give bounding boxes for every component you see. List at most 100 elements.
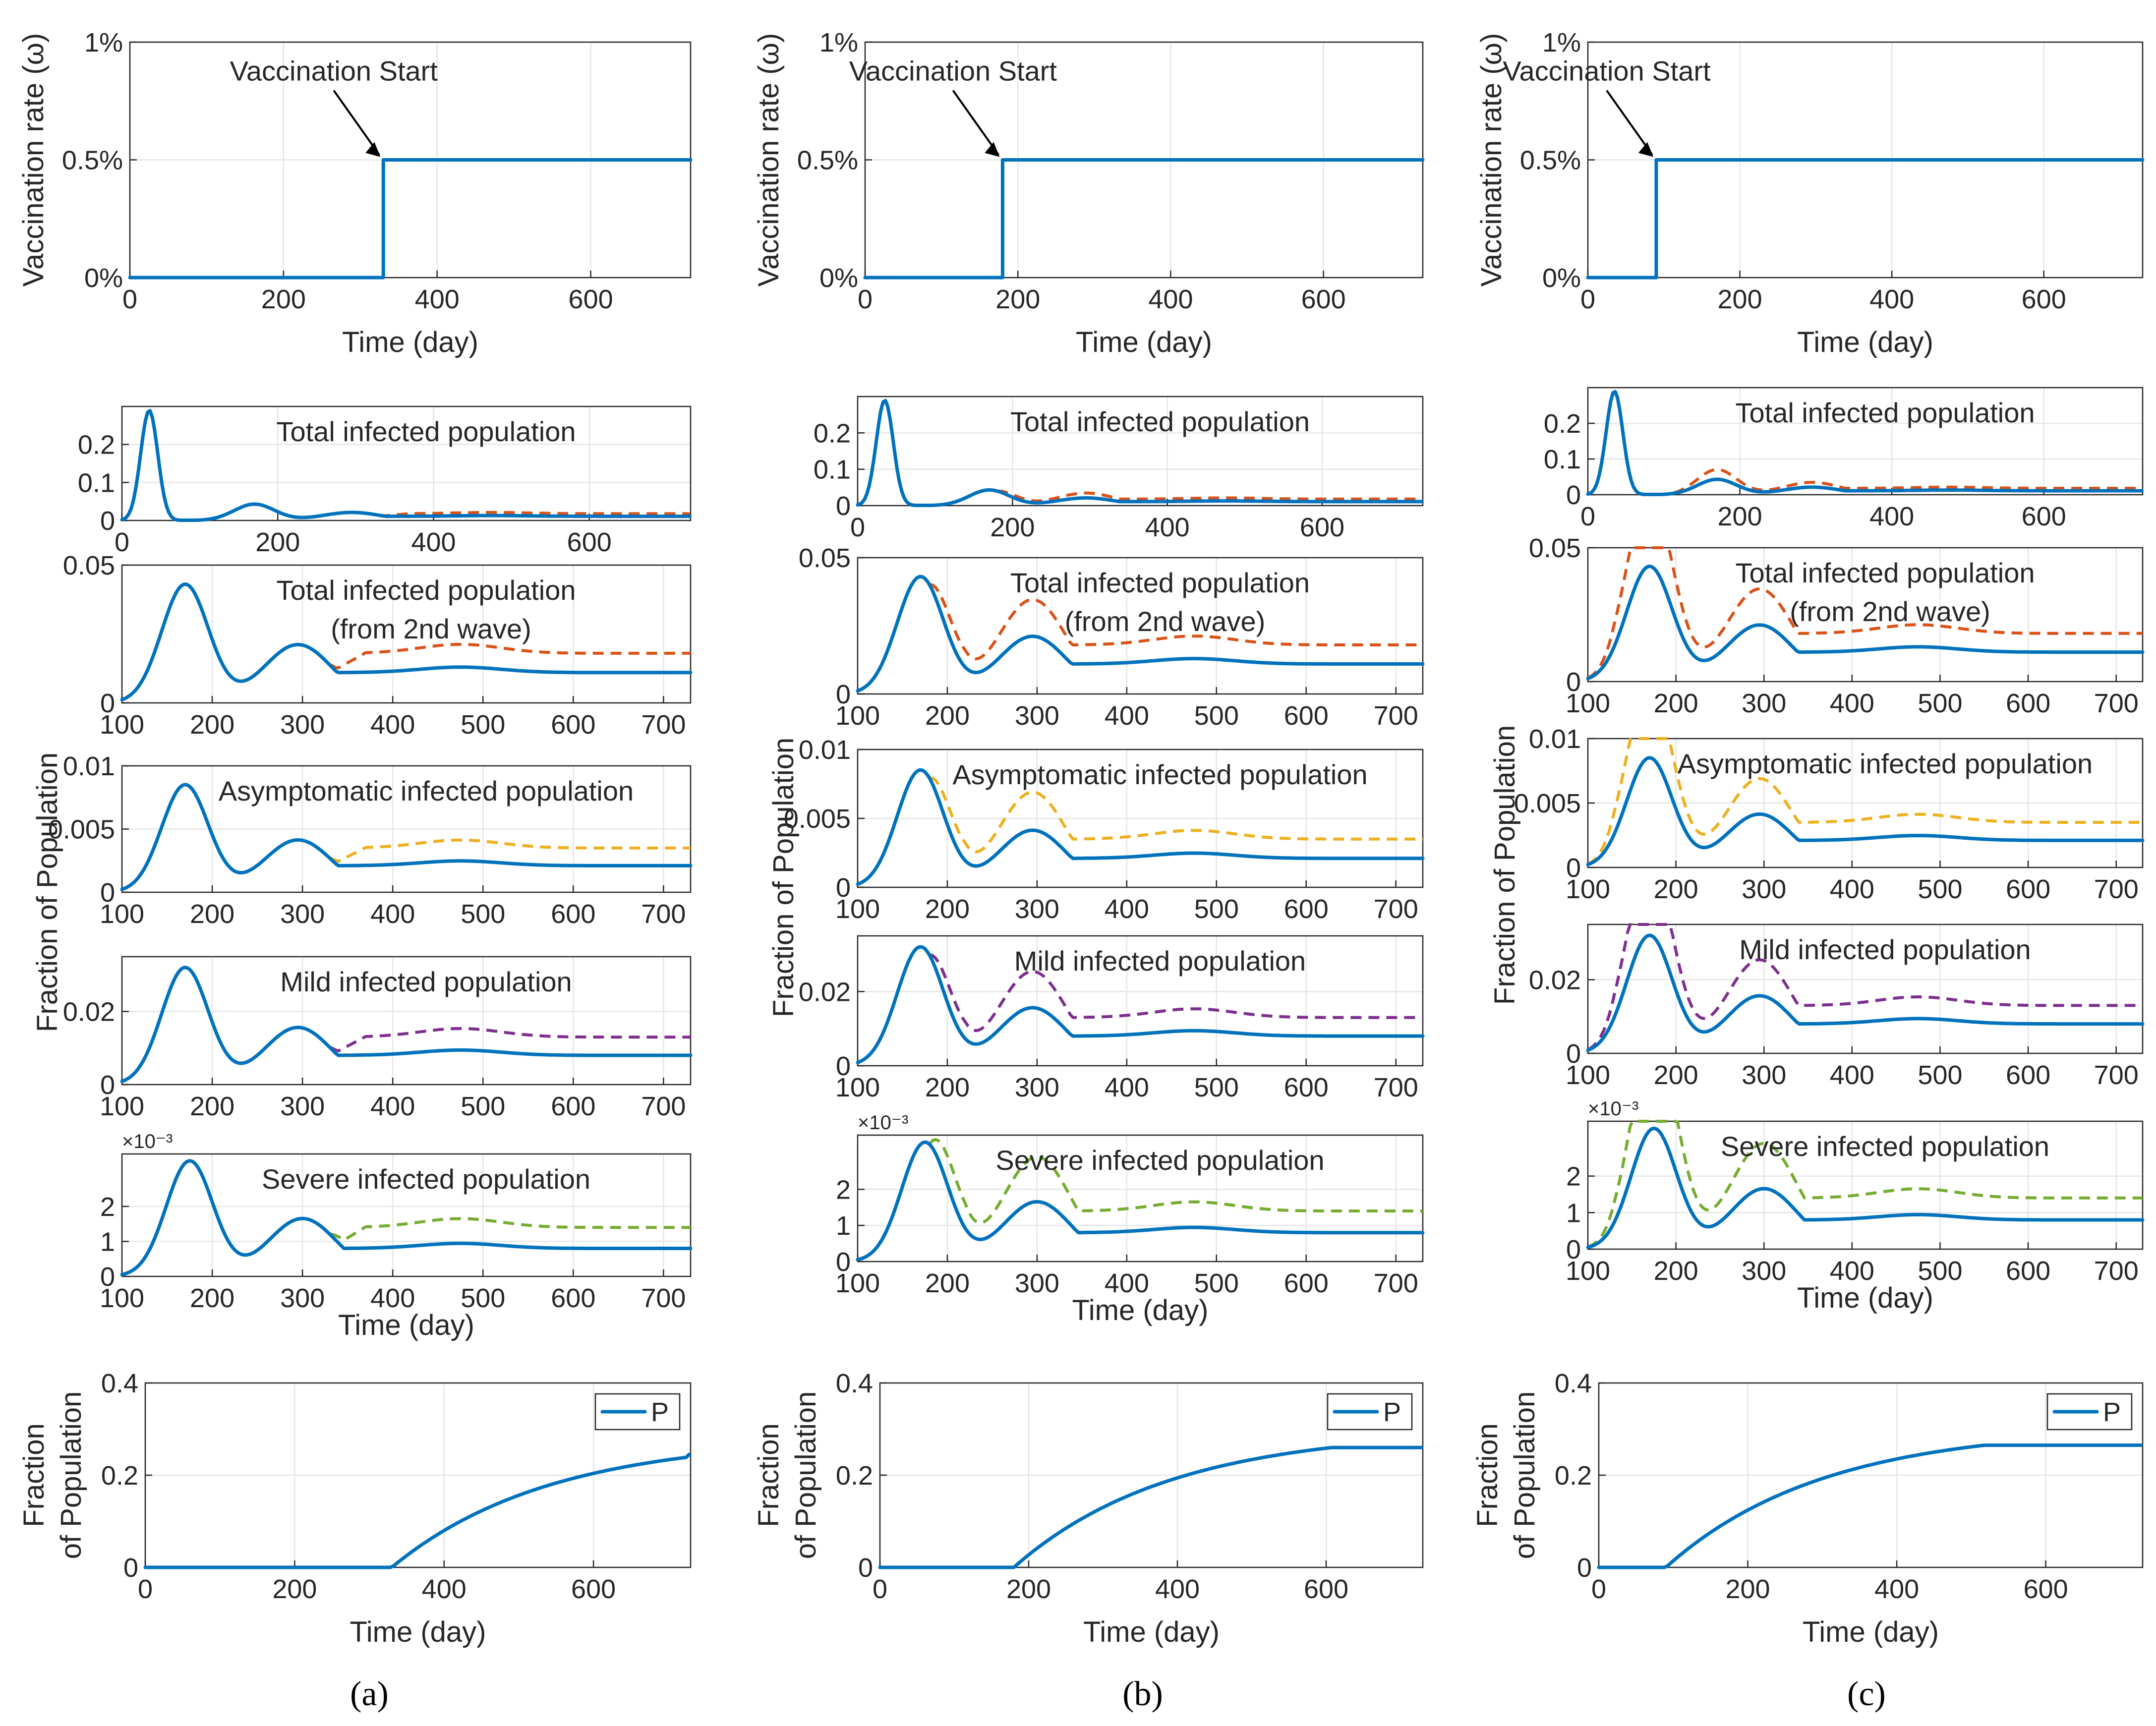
vaccination-rate-line	[863, 158, 1425, 280]
p-series-line	[143, 1452, 691, 1569]
y-tick-label: 0.02	[1529, 965, 1581, 995]
baseline-line	[120, 1159, 693, 1276]
x-tick-label: 700	[1374, 894, 1418, 924]
vaccination-scenario-line	[330, 1027, 691, 1052]
y-tick-label: 0.05	[63, 551, 115, 580]
panel-title: Severe infected population	[262, 1163, 590, 1195]
x-tick-label: 500	[461, 1283, 505, 1313]
total_infected_full-2-panel: 0 200 400 600 0 0.1 0.2 Total infected populati…	[1544, 387, 2144, 531]
y-tick-label: 1%	[819, 28, 858, 58]
legend-label: P	[651, 1397, 669, 1427]
axes-box	[857, 935, 1424, 1067]
x-tick-label: 700	[641, 1092, 686, 1121]
annotation-arrowhead	[365, 142, 381, 157]
x-tick-label: 400	[1105, 894, 1149, 924]
y-tick-label: 0.2	[836, 1461, 873, 1491]
vaccination-scenario-line	[1587, 923, 2143, 1051]
x-tick-label: 600	[1301, 285, 1346, 314]
panel-title: Asymptomatic infected population	[219, 775, 634, 806]
y-tick-label: 0	[858, 1553, 873, 1583]
severe-0-panel: 100 200 300 400 500 600 700 0 1 2 Severe infected …	[100, 1131, 693, 1341]
vaccination-scenario-line	[1587, 737, 2143, 865]
y-tick-label: 0.005	[784, 804, 851, 834]
asymptomatic-2-panel: 100 200 300 400 500 600 700 0 0.005 0.01 Asymptoma…	[1514, 724, 2145, 904]
panel-title: (from 2nd wave)	[1790, 596, 1990, 627]
y-tick-label: 0	[1566, 1235, 1581, 1265]
baseline-line	[120, 966, 693, 1084]
x-tick-label: 200	[1654, 874, 1698, 904]
baseline-line	[856, 399, 1424, 507]
x-tick-label: 600	[551, 899, 595, 929]
baseline-line	[856, 768, 1425, 886]
y-multiplier: ×10⁻³	[1588, 1098, 1638, 1120]
x-tick-label: 400	[1105, 701, 1149, 731]
x-tick-label: 600	[2006, 874, 2050, 904]
baseline-line	[1586, 565, 2145, 681]
y-axis-label: of Population	[790, 1391, 822, 1559]
panel-title: Total infected population	[1010, 406, 1310, 437]
x-axis-label: Time (day)	[1083, 1616, 1220, 1648]
x-tick-label: 300	[1015, 1268, 1059, 1298]
y-tick-label: 0.01	[63, 751, 115, 781]
x-tick-label: 0	[122, 285, 137, 314]
x-tick-label: 400	[415, 285, 460, 314]
x-tick-label: 600	[1284, 1073, 1329, 1102]
mild-2-panel: 100 200 300 400 500 600 700 0 0.02 Mild infected …	[1529, 923, 2145, 1090]
vaccination-scenario-line	[930, 776, 1423, 854]
x-axis-label: Time (day)	[1803, 1616, 1939, 1648]
shared-y-axis-label: Fraction of Population	[1489, 725, 1521, 1005]
panel-title: Total infected population	[1010, 567, 1310, 598]
x-tick-label: 200	[261, 285, 306, 314]
x-tick-label: 300	[280, 710, 325, 740]
x-tick-label: 200	[1654, 689, 1698, 718]
x-tick-label: 500	[1194, 701, 1239, 731]
y-tick-label: 1	[100, 1227, 115, 1257]
x-tick-label: 100	[1566, 1060, 1610, 1090]
vaccination-rate-2-panel: 0 200 400 600 0% 0.5% 1%Vaccination Start Time …	[1475, 28, 2145, 358]
baseline-line	[1586, 390, 2144, 496]
y-tick-label: 0	[1566, 1039, 1581, 1069]
y-tick-label: 0%	[819, 263, 858, 293]
y-tick-label: 2	[836, 1175, 851, 1205]
vaccination-rate-0-panel: 0 200 400 600 0% 0.5% 1% Vaccination Start Time …	[17, 28, 693, 358]
x-tick-label: 700	[1374, 1268, 1418, 1298]
axes-box	[1587, 547, 2144, 683]
y-axis-label: of Population	[55, 1391, 87, 1559]
y-axis-label: Fraction	[18, 1423, 50, 1527]
axes-box	[1587, 1120, 2144, 1250]
x-tick-label: 500	[461, 1092, 505, 1121]
annotation-arrowhead	[985, 142, 1000, 157]
x-tick-label: 100	[1566, 874, 1610, 904]
axes-box	[857, 557, 1424, 695]
protected-0-panel: 0 200 400 600 0 0.2 0.4 P Time (day) Fraction of P…	[18, 1369, 692, 1648]
y-tick-label: 0.02	[63, 997, 115, 1027]
y-tick-label: 0	[836, 1247, 851, 1277]
x-tick-label: 700	[641, 710, 686, 740]
x-tick-label: 200	[1718, 285, 1762, 314]
x-tick-label: 200	[990, 513, 1035, 542]
x-tick-label: 600	[567, 527, 612, 557]
x-tick-label: 600	[551, 1283, 595, 1313]
total_infected_2nd_wave-0-panel: 100 200 300 400 500 600 700 0 0.05 Total infected…	[63, 551, 693, 740]
x-tick-label: 700	[2094, 689, 2139, 718]
vaccination-scenario-line	[1587, 1120, 2143, 1249]
x-tick-label: 400	[1830, 874, 1874, 904]
y-tick-label: 0	[836, 491, 851, 521]
y-tick-label: 0.4	[836, 1369, 873, 1398]
y-tick-label: 0.2	[78, 430, 115, 460]
x-tick-label: 700	[641, 1283, 686, 1313]
x-axis-label: Time (day)	[1797, 326, 1933, 358]
x-tick-label: 600	[2006, 1060, 2050, 1090]
baseline-line	[856, 575, 1425, 693]
y-tick-label: 1	[1566, 1198, 1581, 1228]
x-tick-label: 100	[835, 701, 880, 731]
vaccination-scenario-line	[1587, 546, 2143, 680]
y-tick-label: 0	[100, 1070, 115, 1100]
baseline-line	[120, 582, 693, 702]
y-tick-label: 0%	[84, 263, 123, 293]
baseline-line	[856, 945, 1425, 1065]
x-tick-label: 200	[190, 710, 234, 740]
x-tick-label: 400	[1148, 285, 1193, 314]
mild-0-panel: 100 200 300 400 500 600 700 0 0.02 Mild infected …	[63, 956, 693, 1121]
